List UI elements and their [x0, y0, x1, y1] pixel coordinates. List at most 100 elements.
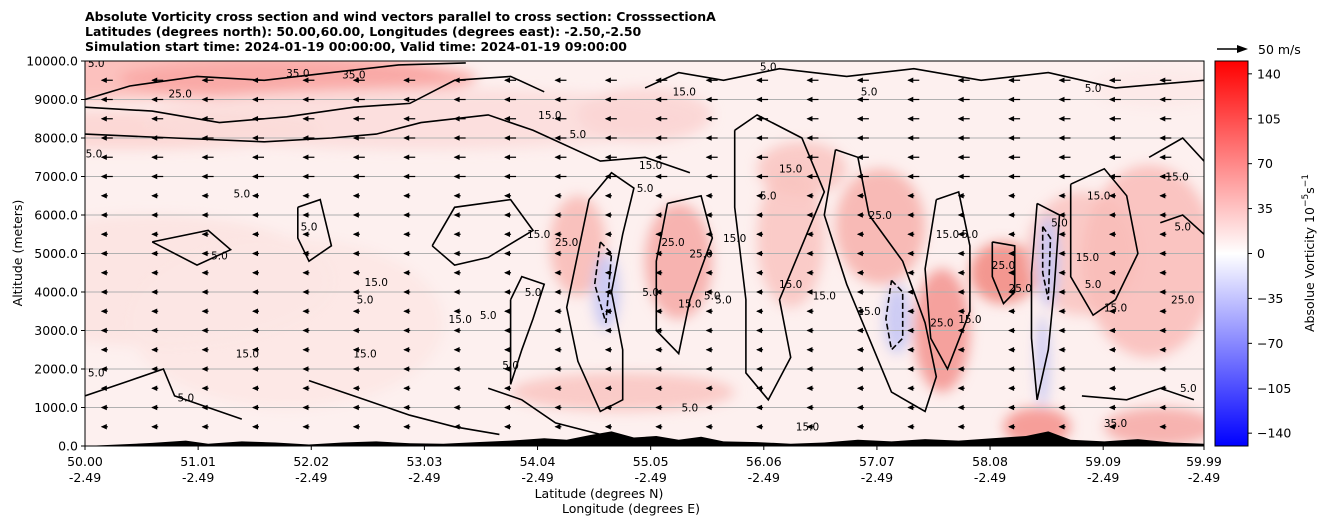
wind-vector-head	[655, 366, 662, 372]
wind-vector-head	[655, 154, 662, 161]
wind-vector-head	[907, 404, 914, 411]
wind-vector-head	[655, 77, 662, 84]
y-tick-label: 10000.0	[26, 54, 78, 69]
wind-vector-head	[504, 366, 511, 372]
wind-vector-head	[655, 346, 662, 353]
wind-vector-head	[302, 192, 309, 199]
colorbar-tick-label: −140	[1257, 426, 1291, 441]
wind-vector-head	[252, 96, 259, 103]
contour-line	[823, 148, 938, 413]
wind-vector-head	[756, 250, 763, 257]
x-tick-label-lat: 56.06	[746, 454, 782, 469]
wind-vector-head	[554, 308, 561, 315]
wind-vector-head	[1108, 327, 1115, 334]
wind-vector-head	[957, 115, 964, 122]
x-tick-label-lon: -2.49	[1087, 470, 1119, 485]
wind-vector-head	[453, 289, 460, 295]
wind-vector-head	[1108, 231, 1115, 238]
wind-vector-head	[1159, 192, 1166, 199]
wind-vector-head	[554, 192, 561, 199]
wind-vector-head	[1108, 404, 1115, 411]
wind-vector-head	[151, 366, 158, 372]
contour-line-negative	[1041, 226, 1052, 300]
wind-vector-head	[856, 308, 863, 315]
wind-vector-head	[907, 77, 914, 84]
contour-label: 25.0	[169, 89, 192, 101]
wind-vector-head	[252, 212, 259, 218]
wind-vector-head	[806, 192, 813, 199]
x-tick-label-lon: -2.49	[861, 470, 893, 485]
chart-title: Absolute Vorticity cross section and win…	[85, 9, 716, 54]
wind-vector-head	[705, 346, 712, 353]
wind-vector-head	[1008, 404, 1015, 411]
wind-vector-head	[151, 154, 158, 161]
colorbar-tick-label: −35	[1257, 291, 1283, 306]
wind-vector-head	[604, 404, 611, 411]
wind-vector-head	[100, 173, 107, 180]
contour-label: 15.0	[958, 314, 981, 326]
wind-vector-head	[957, 250, 964, 257]
wind-vector-head	[856, 173, 863, 180]
wind-vector-head	[907, 135, 914, 141]
wind-vector-head	[957, 192, 964, 199]
colorbar-tick-label: −105	[1257, 381, 1291, 396]
wind-vector-head	[100, 231, 107, 238]
wind-vector-head	[705, 173, 712, 180]
wind-vector-head	[655, 212, 662, 218]
wind-vector-head	[252, 173, 259, 180]
quiver-key: 50 m/s	[1217, 42, 1301, 57]
wind-vector-head	[252, 154, 259, 161]
wind-vector-head	[352, 308, 359, 315]
wind-vector-head	[504, 327, 511, 334]
wind-vector-head	[1058, 308, 1065, 315]
wind-vector-head	[1058, 289, 1065, 295]
wind-vector-head	[1008, 366, 1015, 372]
wind-vector-head	[504, 423, 511, 430]
wind-vector-head	[907, 346, 914, 353]
wind-vector-head	[453, 96, 460, 103]
wind-vector-head	[201, 346, 208, 353]
wind-vector-head	[1108, 366, 1115, 372]
wind-vector-head	[1008, 289, 1015, 295]
wind-vector-head	[1058, 385, 1065, 392]
wind-vector-head	[403, 404, 410, 411]
contour-label: 15.0	[813, 291, 836, 303]
wind-vector-head	[705, 423, 712, 430]
wind-vector-head	[1159, 115, 1166, 122]
wind-vector-head	[907, 154, 914, 161]
wind-vector-head	[352, 173, 359, 180]
wind-vector-head	[100, 269, 107, 276]
wind-vector-head	[252, 346, 259, 353]
wind-vector-head	[352, 289, 359, 295]
wind-vector-head	[352, 96, 359, 103]
wind-vector-head	[756, 269, 763, 276]
wind-vector-head	[554, 212, 561, 218]
vorticity-fill-blob	[969, 241, 1038, 304]
wind-vector-head	[100, 96, 107, 103]
wind-vector-head	[151, 212, 158, 218]
wind-vector-head	[907, 327, 914, 334]
wind-vector-head	[201, 366, 208, 372]
wind-vector-head	[856, 289, 863, 295]
wind-vector-head	[453, 366, 460, 372]
wind-vector-head	[1108, 96, 1115, 103]
wind-vector-head	[100, 308, 107, 315]
contour-label: 35.0	[286, 68, 309, 80]
wind-vector-head	[957, 385, 964, 392]
wind-vector-head	[756, 212, 763, 218]
wind-vector-head	[453, 308, 460, 315]
wind-vector-head	[403, 154, 410, 161]
wind-vector-head	[352, 269, 359, 276]
wind-vector-head	[252, 115, 259, 122]
wind-vector-head	[604, 327, 611, 334]
contour-label: 5.0	[88, 368, 105, 380]
contour-label: 15.0	[365, 277, 388, 289]
wind-vector-head	[856, 366, 863, 372]
x-tick-label-lon: -2.49	[974, 470, 1006, 485]
vorticity-fill-blob	[1081, 164, 1204, 358]
colorbar-label-unit-exp: −1	[1301, 174, 1311, 187]
x-tick-label-lon: -2.49	[521, 470, 553, 485]
wind-vector-head	[957, 77, 964, 84]
wind-vector-head	[1008, 96, 1015, 103]
wind-vector-head	[856, 135, 863, 141]
